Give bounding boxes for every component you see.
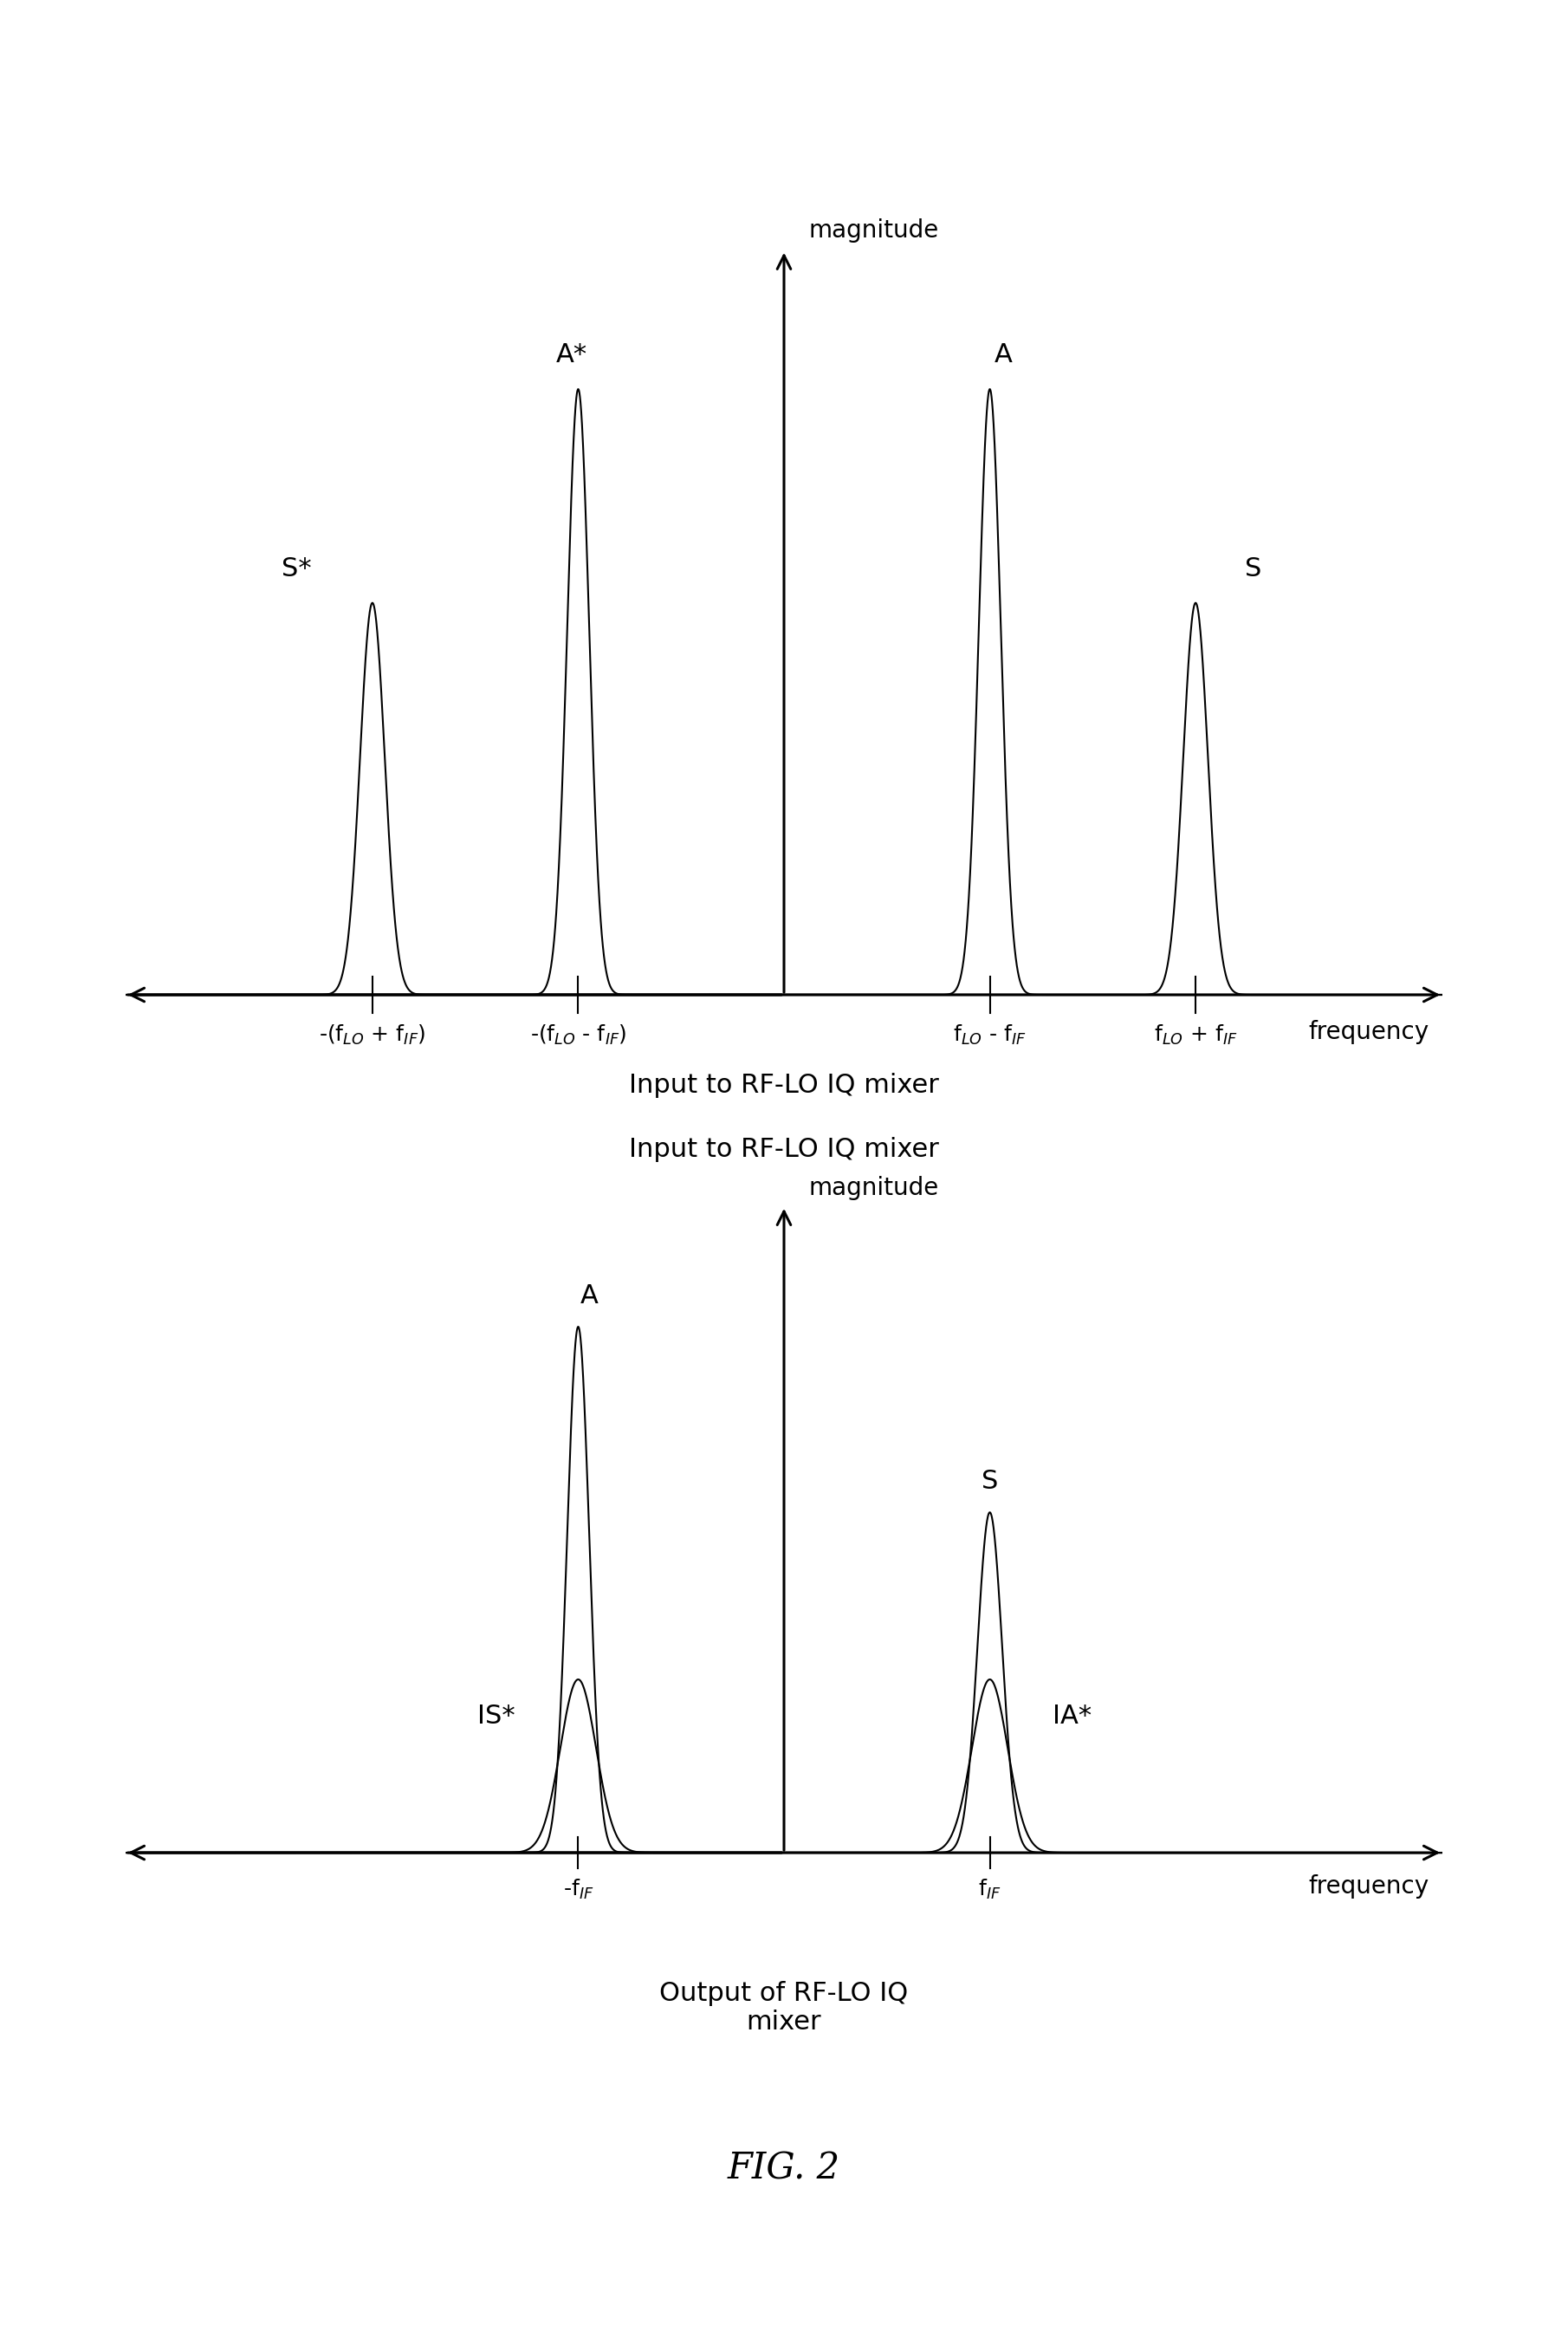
Text: -(f$_{LO}$ + f$_{IF}$): -(f$_{LO}$ + f$_{IF}$) (318, 1024, 426, 1048)
Text: f$_{LO}$ + f$_{IF}$: f$_{LO}$ + f$_{IF}$ (1154, 1024, 1237, 1048)
Text: Output of RF-LO IQ
mixer: Output of RF-LO IQ mixer (660, 1981, 908, 2035)
Text: magnitude: magnitude (809, 1177, 939, 1200)
Text: -(f$_{LO}$ - f$_{IF}$): -(f$_{LO}$ - f$_{IF}$) (530, 1024, 627, 1048)
Text: FIG. 2: FIG. 2 (728, 2149, 840, 2187)
Text: Input to RF-LO IQ mixer: Input to RF-LO IQ mixer (629, 1074, 939, 1097)
Text: Input to RF-LO IQ mixer: Input to RF-LO IQ mixer (629, 1137, 939, 1163)
Text: IA*: IA* (1052, 1704, 1091, 1730)
Text: A: A (580, 1282, 599, 1308)
Text: S: S (982, 1470, 999, 1493)
Text: A: A (994, 342, 1013, 368)
Text: A*: A* (555, 342, 586, 368)
Text: IS*: IS* (477, 1704, 514, 1730)
Text: magnitude: magnitude (809, 218, 939, 244)
Text: frequency: frequency (1308, 1020, 1428, 1043)
Text: f$_{LO}$ - f$_{IF}$: f$_{LO}$ - f$_{IF}$ (953, 1024, 1027, 1048)
Text: S: S (1245, 556, 1262, 581)
Text: S*: S* (282, 556, 312, 581)
Text: f$_{IF}$: f$_{IF}$ (978, 1878, 1002, 1901)
Text: frequency: frequency (1308, 1875, 1428, 1899)
Text: -f$_{IF}$: -f$_{IF}$ (563, 1878, 594, 1901)
